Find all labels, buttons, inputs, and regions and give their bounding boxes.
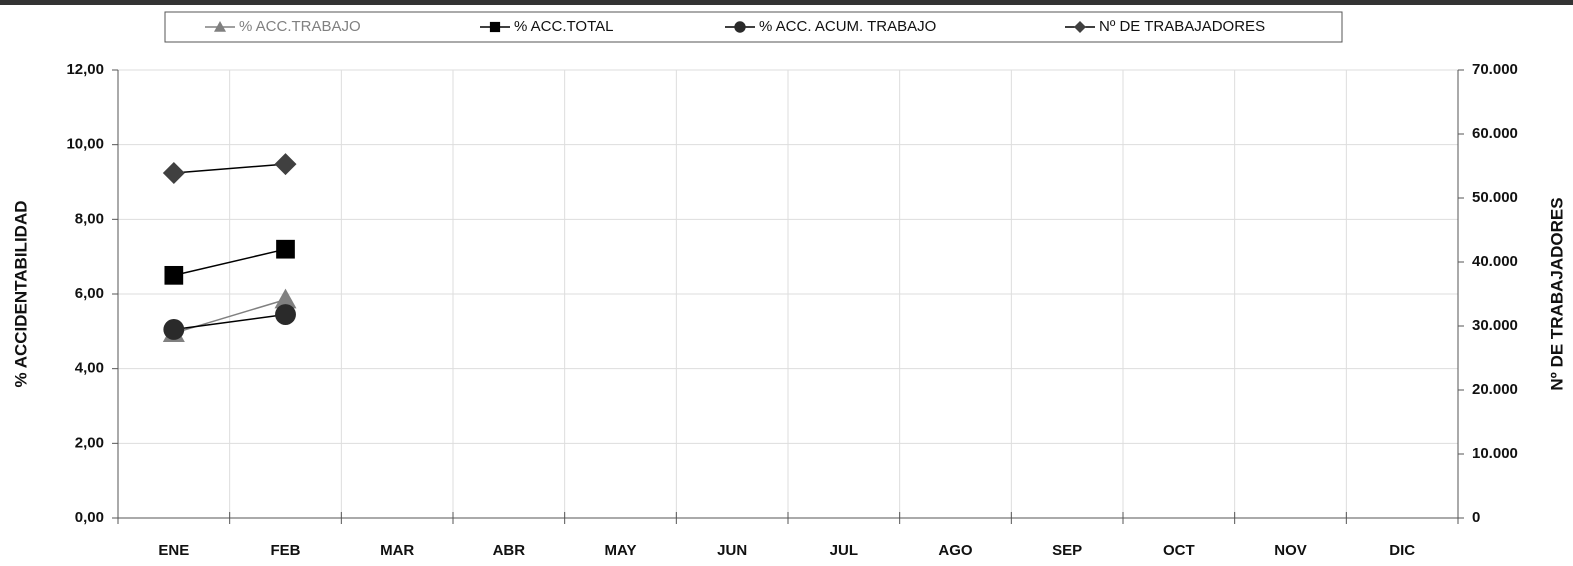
point: [275, 304, 296, 325]
x-tick-label: ENE: [158, 542, 189, 559]
top-bar: [0, 0, 1573, 5]
legend-label: % ACC. ACUM. TRABAJO: [759, 18, 936, 35]
y-tick-label: 10,00: [66, 136, 104, 153]
x-tick-label: SEP: [1052, 542, 1082, 559]
y-tick-label: 8,00: [75, 210, 104, 227]
series-line: [173, 313, 286, 331]
point: [274, 288, 297, 309]
y-tick-label: 0,00: [75, 509, 104, 526]
y2-tick-label: 60.000: [1472, 125, 1518, 142]
legend-label: % ACC.TRABAJO: [239, 18, 361, 35]
y-tick-label: 4,00: [75, 360, 104, 377]
x-tick-label: JUN: [717, 542, 747, 559]
x-tick-label: JUL: [830, 542, 858, 559]
x-tick-label: FEB: [271, 542, 301, 559]
legend-marker: [214, 21, 226, 32]
legend-marker: [489, 21, 501, 33]
x-tick-label: AGO: [938, 542, 973, 559]
y2-axis-label: Nº DE TRABAJADORES: [1547, 197, 1566, 390]
y-tick-label: 2,00: [75, 434, 104, 451]
y2-tick-label: 30.000: [1472, 317, 1518, 334]
point: [274, 153, 297, 176]
x-tick-label: ABR: [493, 542, 526, 559]
y-axis-label: % ACCIDENTABILIDAD: [11, 201, 30, 388]
x-tick-label: NOV: [1274, 542, 1307, 559]
y2-tick-label: 50.000: [1472, 189, 1518, 206]
x-tick-label: MAY: [605, 542, 637, 559]
legend-marker: [734, 21, 746, 33]
point: [164, 265, 184, 285]
y2-tick-label: 20.000: [1472, 381, 1518, 398]
y2-tick-label: 0: [1472, 509, 1480, 526]
point: [276, 239, 295, 259]
x-tick-label: DIC: [1389, 542, 1415, 559]
y-tick-label: 12,00: [66, 61, 104, 78]
y2-tick-label: 40.000: [1472, 253, 1518, 270]
y2-tick-label: 70.000: [1472, 61, 1518, 78]
series-line: [173, 248, 286, 277]
y2-tick-label: 10.000: [1472, 445, 1518, 462]
x-tick-label: OCT: [1163, 542, 1195, 559]
y-tick-label: 6,00: [75, 285, 104, 302]
point: [162, 162, 185, 185]
point: [163, 319, 185, 340]
legend-label: Nº DE TRABAJADORES: [1099, 18, 1265, 35]
legend-marker: [1074, 21, 1086, 33]
legend-label: % ACC.TOTAL: [514, 18, 613, 35]
x-tick-label: MAR: [380, 542, 414, 559]
series-line: [173, 163, 286, 174]
